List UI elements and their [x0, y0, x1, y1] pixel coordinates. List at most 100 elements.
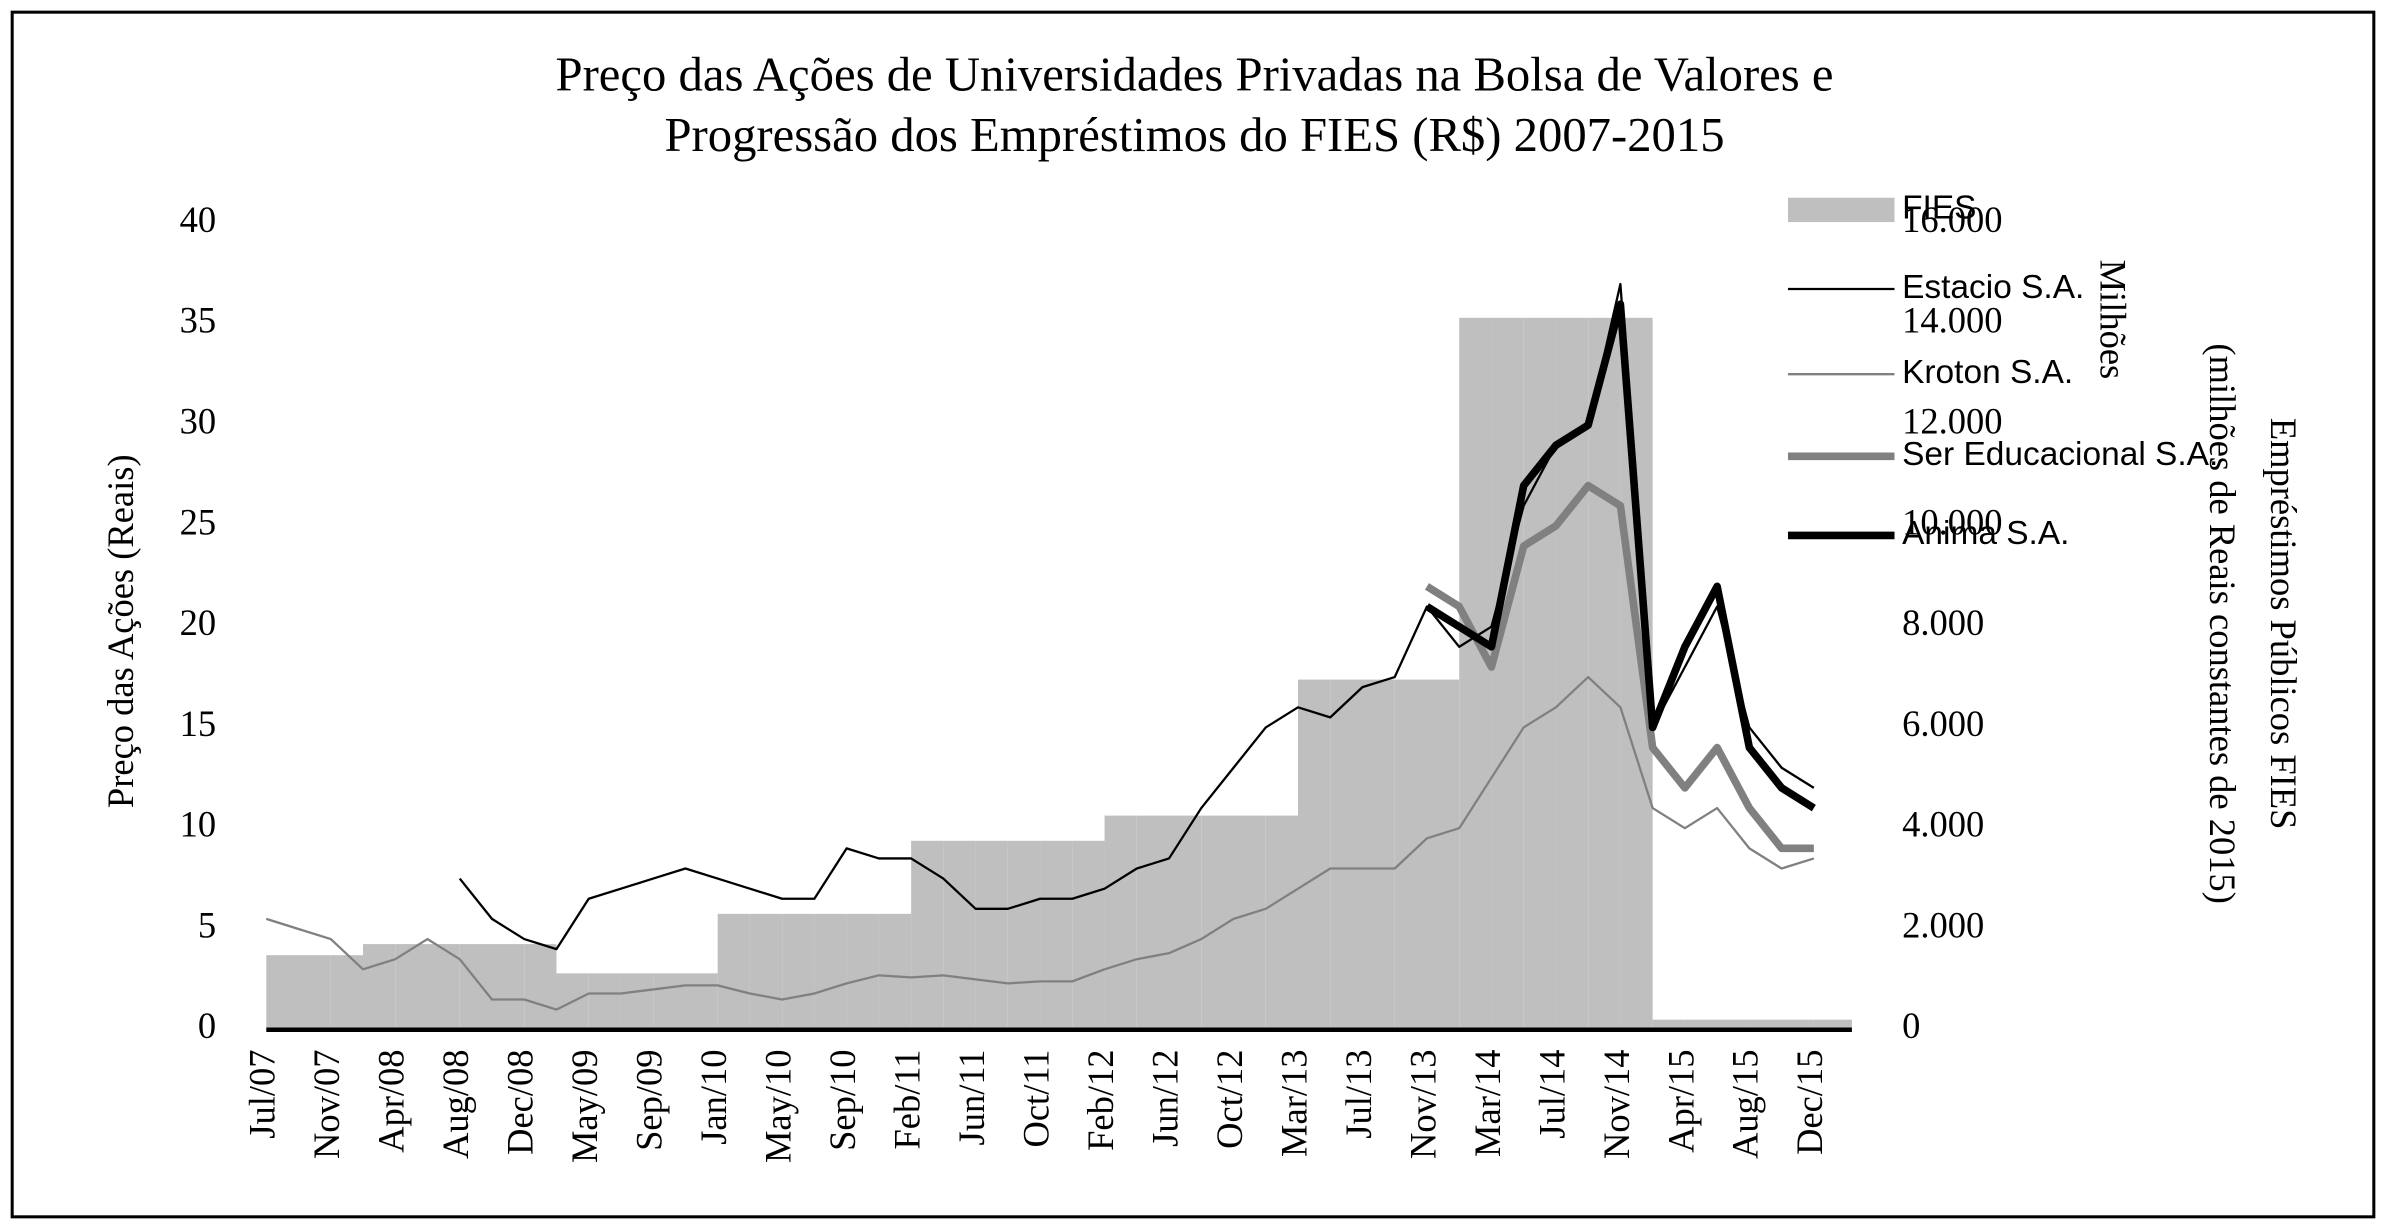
bar — [395, 944, 428, 1030]
bar — [1233, 815, 1266, 1030]
x-tick-label: Sep/10 — [822, 1050, 863, 1151]
bar — [1136, 815, 1170, 1030]
bar — [1362, 679, 1395, 1030]
legend-label: Ser Educacional S.A. — [1902, 436, 2218, 473]
bar — [943, 840, 976, 1030]
bar — [975, 840, 1008, 1030]
x-tick-label: May/10 — [758, 1050, 799, 1164]
bar — [814, 913, 847, 1030]
bar — [1007, 840, 1041, 1030]
y-tick-label: 5 — [198, 904, 216, 945]
bar — [1652, 1019, 1685, 1030]
bar — [653, 973, 686, 1030]
y-tick-label: 20 — [180, 602, 217, 643]
x-tick-label: Aug/15 — [1725, 1050, 1766, 1159]
line — [1424, 481, 1814, 853]
chart-title: Preço das Ações de Universidades Privada… — [556, 47, 1834, 101]
bar — [266, 955, 299, 1030]
bar — [491, 944, 525, 1030]
bar — [588, 973, 621, 1030]
bar — [1297, 679, 1331, 1030]
bar — [878, 913, 912, 1030]
bar — [1072, 840, 1105, 1030]
bar — [363, 944, 396, 1030]
bar — [1330, 679, 1363, 1030]
bar — [1426, 679, 1460, 1030]
bar — [1813, 1019, 1852, 1030]
y2-tick-label: 12.000 — [1902, 401, 2002, 442]
bar — [685, 973, 718, 1030]
x-tick-label: Jan/10 — [693, 1050, 734, 1145]
bar — [1684, 1019, 1718, 1030]
y-tick-label: 40 — [180, 199, 217, 240]
x-tick-label: Dec/08 — [500, 1050, 541, 1155]
y-tick-label: 15 — [180, 703, 217, 744]
bar — [846, 913, 879, 1030]
bar — [1265, 815, 1298, 1030]
bar — [1169, 815, 1202, 1030]
y2-tick-label: 10.000 — [1902, 501, 2002, 542]
legend-label: Estacio S.A. — [1902, 269, 2084, 306]
x-tick-label: Nov/14 — [1596, 1050, 1637, 1159]
y2-tick-label: 2.000 — [1902, 904, 1984, 945]
x-tick-label: Dec/15 — [1789, 1050, 1830, 1155]
x-tick-label: Mar/14 — [1467, 1050, 1508, 1157]
bar — [1523, 317, 1556, 1030]
y2-tick-label: 4.000 — [1902, 804, 1984, 845]
bar — [1588, 317, 1621, 1030]
bar — [1781, 1019, 1814, 1030]
x-tick-label: Jun/12 — [1144, 1050, 1185, 1147]
x-tick-label: Apr/15 — [1660, 1050, 1701, 1153]
bar — [330, 955, 364, 1030]
legend-label: Kroton S.A. — [1902, 354, 2073, 391]
x-tick-label: Apr/08 — [371, 1050, 412, 1153]
y-axis-label: Preço das Ações (Reais) — [100, 454, 141, 808]
x-tick-label: Mar/13 — [1273, 1050, 1314, 1157]
y2-tick-label: 14.000 — [1902, 300, 2002, 341]
x-tick-label: Jun/11 — [951, 1050, 992, 1146]
y2-tick-label: 6.000 — [1902, 703, 1984, 744]
x-tick-label: Oct/12 — [1209, 1050, 1250, 1149]
y-tick-label: 35 — [180, 300, 217, 341]
x-tick-label: Oct/11 — [1015, 1050, 1056, 1148]
x-tick-label: Sep/09 — [629, 1050, 670, 1151]
bar — [427, 944, 460, 1030]
y2-axis-label: Milhões — [2093, 260, 2134, 380]
bar — [1104, 815, 1137, 1030]
bar — [459, 944, 492, 1030]
x-tick-label: Jul/14 — [1531, 1050, 1572, 1139]
x-tick-label: Nov/13 — [1402, 1050, 1443, 1159]
x-tick-label: Aug/08 — [435, 1050, 476, 1159]
x-tick-label: May/09 — [564, 1050, 605, 1164]
bar — [717, 913, 750, 1030]
bar — [1040, 840, 1073, 1030]
legend-label: FIES — [1902, 190, 1976, 227]
x-tick-label: Nov/07 — [306, 1050, 347, 1159]
y-tick-label: 10 — [180, 804, 217, 845]
bar — [1491, 317, 1524, 1030]
bar — [911, 840, 944, 1030]
y2-axis-label: Empréstimos Públicos FIES — [2263, 418, 2304, 830]
legend-swatch — [1787, 197, 1895, 223]
bar — [1749, 1019, 1782, 1030]
bar — [524, 944, 557, 1030]
x-tick-label: Jul/07 — [242, 1050, 283, 1139]
bar — [1717, 1019, 1750, 1030]
y-tick-label: 25 — [180, 501, 217, 542]
bar — [1459, 317, 1492, 1030]
y2-tick-label: 16.000 — [1902, 199, 2002, 240]
bar — [749, 913, 783, 1030]
x-tick-label: Feb/12 — [1080, 1050, 1121, 1151]
x-tick-label: Feb/11 — [886, 1050, 927, 1150]
bar — [620, 973, 654, 1030]
x-tick-label: Jul/13 — [1338, 1050, 1379, 1139]
line — [1424, 300, 1816, 812]
bar — [782, 913, 815, 1030]
y2-tick-label: 0 — [1902, 1005, 1920, 1046]
y2-tick-label: 8.000 — [1902, 602, 1984, 643]
chart-title: Progressão dos Empréstimos do FIES (R$) … — [664, 108, 1724, 162]
legend-label: Anima S.A. — [1902, 515, 2069, 552]
line — [265, 675, 1815, 1011]
y-tick-label: 30 — [180, 401, 217, 442]
